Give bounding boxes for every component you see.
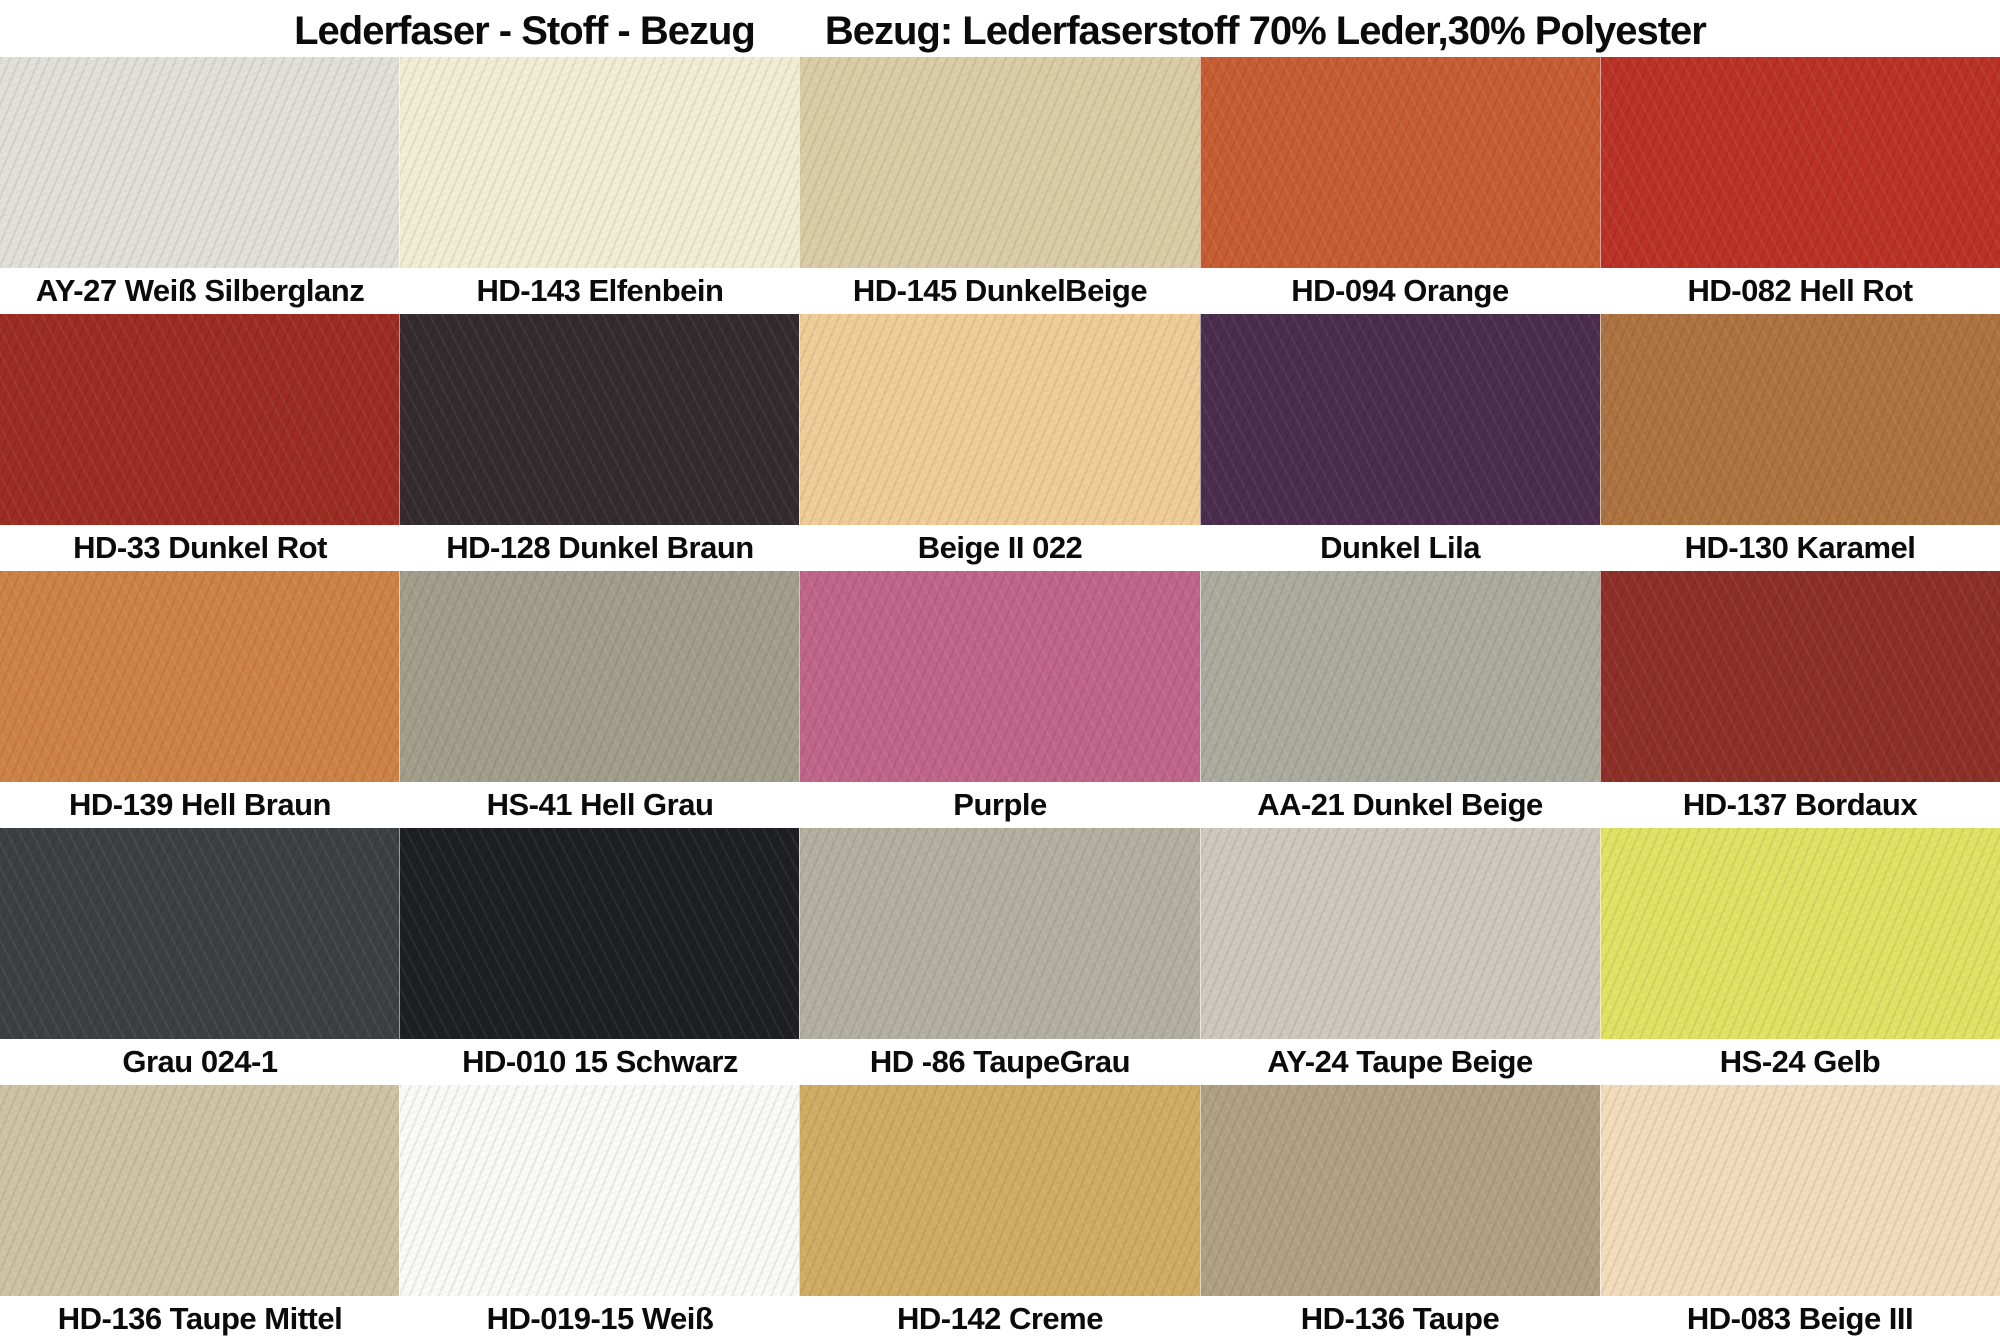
swatch-strip	[0, 571, 2000, 782]
swatch-label: HD-136 Taupe	[1300, 1301, 1500, 1336]
swatch	[1199, 1085, 1601, 1296]
swatch	[1599, 1085, 2000, 1296]
label-band: HD-136 Taupe Mittel HD-019-15 Weiß HD-142 …	[0, 1296, 2000, 1342]
swatch	[799, 57, 1200, 268]
swatch-label: HD-128 Dunkel Braun	[446, 530, 754, 565]
swatch-label: HD-139 Hell Braun	[69, 787, 331, 822]
swatch-strip	[0, 828, 2000, 1039]
swatch	[0, 314, 400, 525]
swatch-label: Dunkel Lila	[1320, 530, 1480, 565]
swatch	[799, 828, 1200, 1039]
swatch	[1599, 571, 2000, 782]
swatch	[0, 57, 400, 268]
swatch-row: HD-139 Hell Braun HS-41 Hell Grau Purple AA…	[0, 571, 2000, 828]
swatch-label: HD-094 Orange	[1291, 273, 1509, 308]
swatch	[1599, 314, 2000, 525]
swatch-label: HD -86 TaupeGrau	[869, 1044, 1131, 1079]
swatch-label: HS-41 Hell Grau	[486, 787, 714, 822]
swatch-label: HS-24 Gelb	[1719, 1044, 1881, 1079]
swatch-label: HD-010 15 Schwarz	[462, 1044, 738, 1079]
swatch-grid: AY-27 Weiß Silberglanz HD-143 Elfenbein HD…	[0, 57, 2000, 1342]
label-band: HD-139 Hell Braun HS-41 Hell Grau Purple AA…	[0, 782, 2000, 828]
label-band: HD-33 Dunkel Rot HD-128 Dunkel Braun Beige…	[0, 525, 2000, 571]
swatch	[399, 571, 800, 782]
swatch-label: AY-24 Taupe Beige	[1267, 1044, 1533, 1079]
swatch-label: HD-145 DunkelBeige	[852, 273, 1148, 308]
swatch-strip	[0, 1085, 2000, 1296]
swatch-strip	[0, 57, 2000, 268]
swatch-label: AA-21 Dunkel Beige	[1257, 787, 1543, 822]
swatch-label: HD-019-15 Weiß	[486, 1301, 714, 1336]
swatch	[0, 571, 400, 782]
swatch	[799, 1085, 1200, 1296]
swatch-label: HD-142 Creme	[897, 1301, 1103, 1336]
swatch	[0, 828, 400, 1039]
swatch	[399, 1085, 800, 1296]
swatch	[1199, 57, 1601, 268]
swatch-label: HD-33 Dunkel Rot	[73, 530, 327, 565]
swatch-label: AY-27 Weiß Silberglanz	[35, 273, 365, 308]
swatch	[1199, 828, 1601, 1039]
swatch	[799, 571, 1200, 782]
swatch	[799, 314, 1200, 525]
swatch-label: Purple	[953, 787, 1047, 822]
swatch	[1599, 57, 2000, 268]
page-title: Lederfaser - Stoff - Bezug Bezug: Lederf…	[0, 0, 2000, 57]
label-band: AY-27 Weiß Silberglanz HD-143 Elfenbein HD…	[0, 268, 2000, 314]
swatch-label: HD-143 Elfenbein	[476, 273, 724, 308]
swatch-label: Beige II 022	[917, 530, 1083, 565]
label-band: Grau 024-1 HD-010 15 Schwarz HD -86 TaupeG…	[0, 1039, 2000, 1085]
swatch	[1199, 314, 1601, 525]
swatch-row: HD-33 Dunkel Rot HD-128 Dunkel Braun Beige…	[0, 314, 2000, 571]
swatch-strip	[0, 314, 2000, 525]
swatch-row: HD-136 Taupe Mittel HD-019-15 Weiß HD-142 …	[0, 1085, 2000, 1342]
swatch-row: Grau 024-1 HD-010 15 Schwarz HD -86 TaupeG…	[0, 828, 2000, 1085]
swatch	[399, 314, 800, 525]
swatch-label: HD-082 Hell Rot	[1687, 273, 1913, 308]
swatch	[1199, 571, 1601, 782]
swatch-row: AY-27 Weiß Silberglanz HD-143 Elfenbein HD…	[0, 57, 2000, 314]
swatch	[399, 57, 800, 268]
title-right: Bezug: Lederfaserstoff 70% Leder,30% Pol…	[824, 9, 1707, 53]
swatch-label: HD-136 Taupe Mittel	[57, 1301, 343, 1336]
swatch-label: HD-083 Beige III	[1686, 1301, 1914, 1336]
swatch-label: HD-130 Karamel	[1684, 530, 1916, 565]
title-left: Lederfaser - Stoff - Bezug	[294, 9, 756, 53]
swatch-label: Grau 024-1	[122, 1044, 278, 1079]
swatch	[1599, 828, 2000, 1039]
swatch-label: HD-137 Bordaux	[1682, 787, 1918, 822]
swatch	[0, 1085, 400, 1296]
swatch	[399, 828, 800, 1039]
